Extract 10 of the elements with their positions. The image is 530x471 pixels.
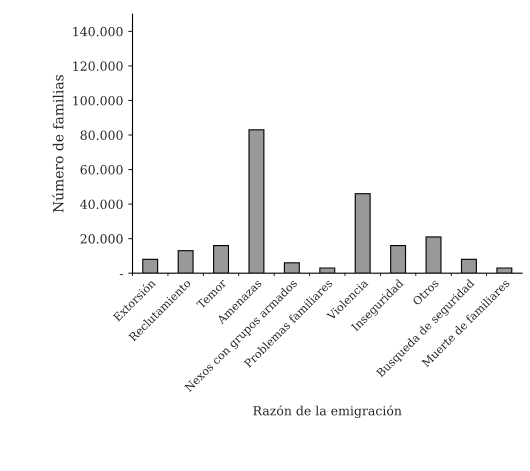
y-tick-label: 120.000 bbox=[73, 61, 123, 71]
y-tick-label: 100.000 bbox=[73, 96, 123, 106]
y-tick-label: 20.000 bbox=[80, 234, 123, 244]
x-axis-title: Razón de la emigración bbox=[253, 405, 402, 418]
y-tick-label: 60.000 bbox=[80, 165, 123, 174]
y-tick-label: 40.000 bbox=[80, 200, 123, 210]
y-tick-label: 140.000 bbox=[73, 26, 123, 36]
y-tick-label: - bbox=[120, 274, 123, 276]
y-tick-label: 80.000 bbox=[80, 130, 123, 140]
y-axis-title: Número de familias bbox=[52, 74, 64, 212]
